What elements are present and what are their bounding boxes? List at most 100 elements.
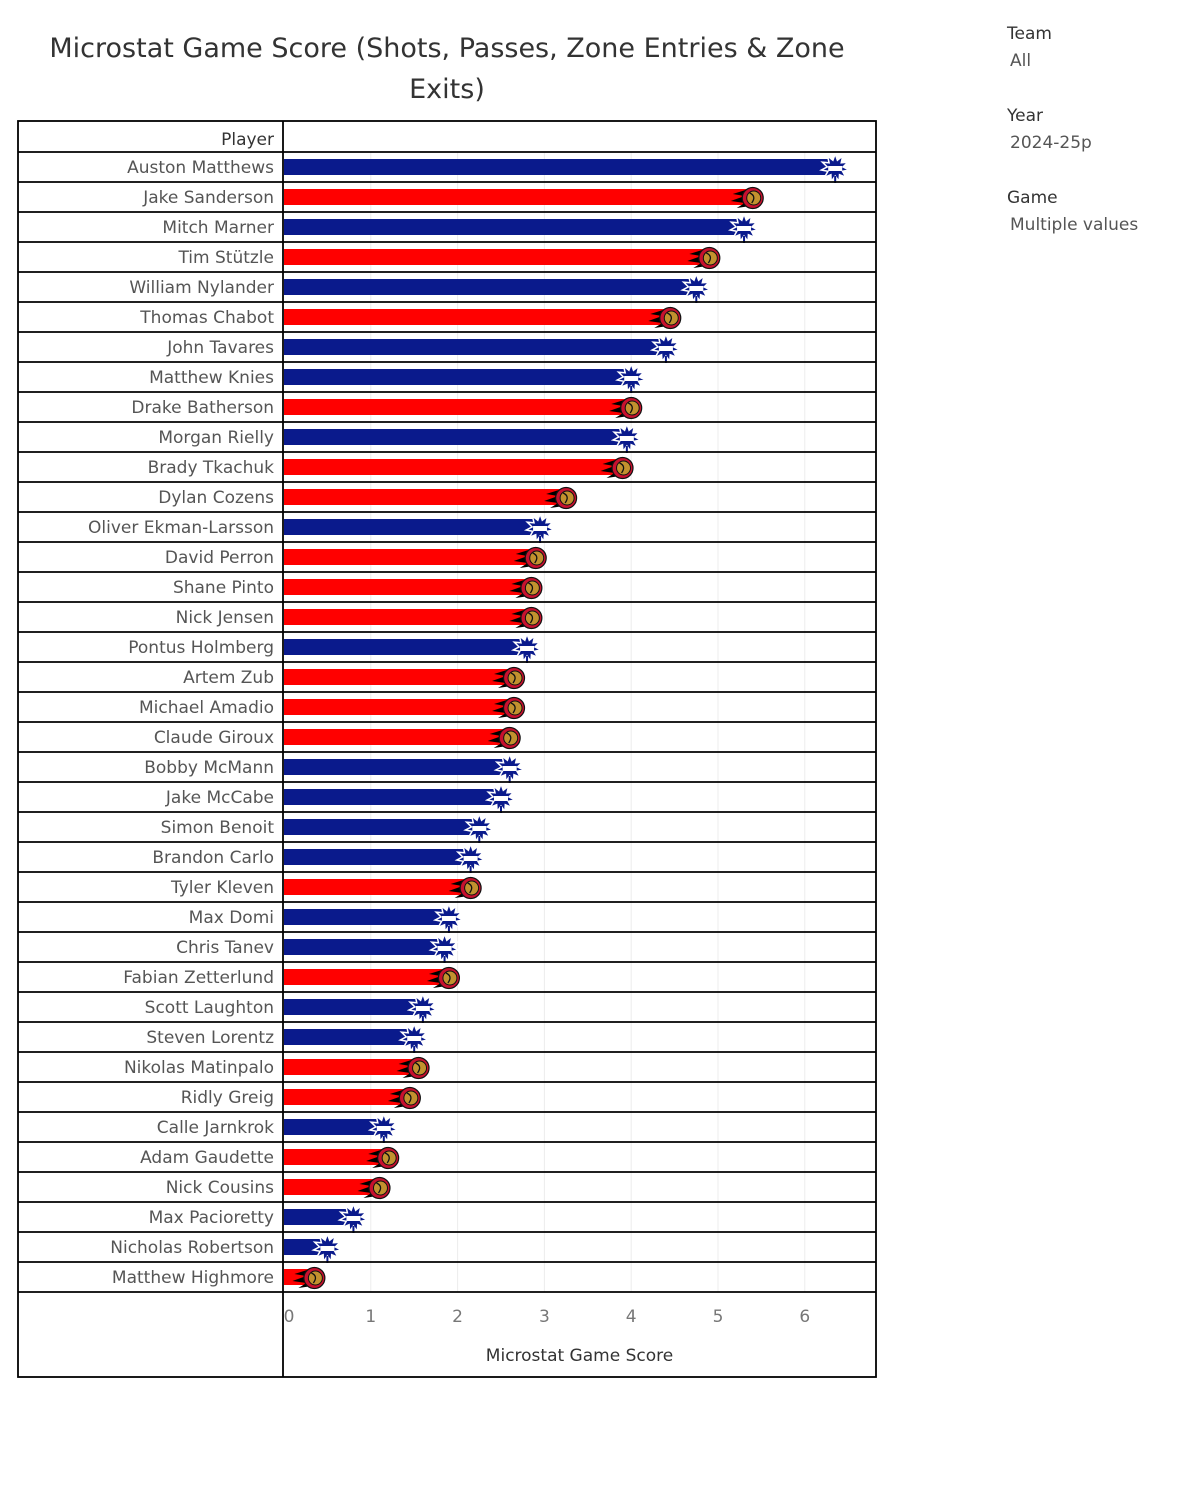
bar[interactable] [284, 969, 449, 985]
x-tick-label: 2 [452, 1307, 463, 1327]
bar[interactable] [284, 189, 753, 205]
maple-leaf-wordmark [658, 346, 673, 351]
bar[interactable] [284, 909, 449, 925]
filter-team-label: Team [1007, 24, 1052, 44]
bar[interactable] [284, 849, 471, 865]
maple-leaf-logo-icon [311, 1231, 344, 1264]
bar[interactable] [284, 519, 541, 535]
player-label: Max Domi [189, 908, 274, 928]
bar[interactable] [284, 879, 471, 895]
maple-leaf-logo-icon [493, 751, 526, 784]
filter-year-value[interactable]: 2024-25p [1010, 133, 1092, 153]
player-label: Thomas Chabot [139, 308, 274, 328]
bar[interactable] [284, 999, 423, 1015]
maple-leaf-wordmark [737, 226, 752, 231]
bar[interactable] [284, 1209, 354, 1225]
maple-leaf-logo-icon [454, 841, 487, 874]
maple-leaf-logo-icon [649, 331, 683, 364]
bar[interactable] [284, 939, 445, 955]
player-label: Drake Batherson [131, 398, 274, 418]
maple-leaf-wordmark [502, 766, 517, 771]
player-label: John Tavares [166, 338, 274, 358]
player-label: Nicholas Robertson [110, 1238, 274, 1258]
maple-leaf-logo-icon [615, 361, 648, 394]
x-tick-label: 6 [799, 1307, 810, 1327]
maple-leaf-logo-icon [337, 1201, 370, 1234]
senators-profile [415, 1062, 421, 1074]
player-label: Michael Amadio [139, 698, 274, 718]
senators-profile [619, 462, 625, 474]
bar[interactable] [284, 489, 567, 505]
bar[interactable] [284, 1029, 415, 1045]
player-label: Dylan Cozens [158, 488, 274, 508]
maple-leaf-wordmark [463, 856, 478, 861]
bar[interactable] [284, 1059, 419, 1075]
player-labels: Player Auston Matthews Jake Sanderson Mitch… [88, 130, 274, 1288]
senators-profile [562, 492, 568, 504]
bar[interactable] [284, 309, 671, 325]
bar[interactable] [284, 789, 501, 805]
player-label: Mitch Marner [162, 218, 274, 238]
bar[interactable] [284, 549, 536, 565]
filter-team[interactable]: Team All [1007, 22, 1192, 73]
filter-year[interactable]: Year 2024-25p [1007, 104, 1192, 155]
player-label: Brandon Carlo [152, 848, 274, 868]
senators-logo-icon [609, 396, 643, 420]
bar[interactable] [284, 579, 532, 595]
senators-profile [445, 972, 451, 984]
senators-logo-icon [730, 186, 764, 210]
bar[interactable] [284, 249, 710, 265]
maple-leaf-logo-icon [819, 151, 852, 184]
maple-leaf-wordmark [376, 1126, 391, 1131]
maple-leaf-logo-icon [510, 631, 544, 664]
maple-leaf-wordmark [320, 1246, 335, 1251]
player-label: Simon Benoit [161, 818, 275, 838]
senators-logo-icon [544, 486, 578, 510]
player-label: Nikolas Matinpalo [124, 1058, 274, 1078]
senators-logo-icon [492, 696, 526, 720]
senators-profile [627, 402, 633, 414]
bar[interactable] [284, 1149, 389, 1165]
maple-leaf-wordmark [828, 166, 843, 171]
senators-logo-icon [487, 726, 521, 750]
player-label: Tyler Kleven [170, 878, 274, 898]
x-tick-label: 1 [365, 1307, 376, 1327]
filter-team-value[interactable]: All [1010, 51, 1032, 71]
bar[interactable] [284, 159, 836, 175]
bar[interactable] [284, 339, 666, 355]
maple-leaf-wordmark [624, 376, 639, 381]
player-label: Chris Tanev [176, 938, 274, 958]
bar[interactable] [284, 459, 623, 475]
bar[interactable] [284, 279, 697, 295]
maple-leaf-logo-icon [432, 901, 466, 934]
bar[interactable] [284, 429, 627, 445]
maple-leaf-logo-icon [428, 931, 461, 964]
maple-leaf-wordmark [346, 1216, 361, 1221]
senators-profile [510, 672, 516, 684]
filter-game[interactable]: Game Multiple values [1007, 186, 1192, 237]
player-label: Morgan Rielly [158, 428, 274, 448]
bar[interactable] [284, 369, 632, 385]
senators-profile [467, 882, 473, 894]
player-label: Adam Gaudette [140, 1148, 274, 1168]
maple-leaf-logo-icon [610, 421, 643, 454]
bar[interactable] [284, 1089, 410, 1105]
bar[interactable] [284, 669, 515, 685]
bar[interactable] [284, 609, 532, 625]
bar[interactable] [284, 639, 528, 655]
maple-leaf-logo-icon [367, 1111, 400, 1144]
bar[interactable] [284, 699, 515, 715]
senators-logo-icon [292, 1266, 326, 1290]
bar[interactable] [284, 729, 510, 745]
senators-profile [311, 1272, 317, 1284]
bar[interactable] [284, 1119, 384, 1135]
bar[interactable] [284, 819, 480, 835]
bar[interactable] [284, 1179, 380, 1195]
bar[interactable] [284, 219, 745, 235]
bar[interactable] [284, 759, 510, 775]
player-label: Ridly Greig [181, 1088, 274, 1108]
bar[interactable] [284, 399, 632, 415]
frame-outline [17, 120, 877, 1378]
senators-profile [666, 312, 672, 324]
filter-game-value[interactable]: Multiple values [1010, 215, 1139, 235]
